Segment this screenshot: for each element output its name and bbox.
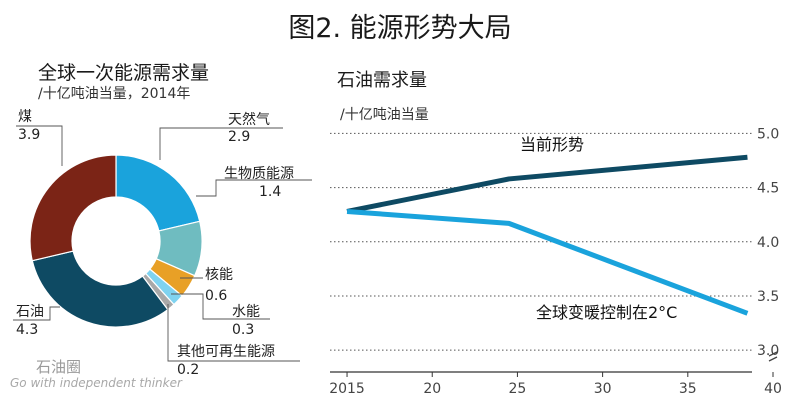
slice-label-hydro: 水能 <box>232 304 260 320</box>
line-chart: 5.0 4.5 4.0 3.5 3.0 2015 20 25 30 35 40 当前形势全球变暖控制在… <box>329 126 782 397</box>
line-chart-y-unit: /十亿吨油当量 <box>340 107 429 123</box>
donut-chart <box>29 154 203 328</box>
leader-line-6 <box>16 125 63 166</box>
leader-line-0 <box>159 127 283 160</box>
leader-line-1 <box>196 179 312 197</box>
watermark-logo-text: 石油圈 <box>36 358 82 376</box>
slice-value-other-renewables: 0.2 <box>177 362 200 378</box>
y-tick-label: 3.5 <box>757 289 779 305</box>
slice-value-biomass: 1.4 <box>259 184 282 200</box>
slice-value-nuclear: 0.6 <box>205 288 228 304</box>
slice-label-oil: 石油 <box>16 304 44 320</box>
series-line-1 <box>346 208 749 316</box>
watermark-tagline: Go with independent thinker <box>10 376 182 390</box>
y-tick-label: 4.5 <box>757 181 779 197</box>
axis-break-icon <box>768 351 778 362</box>
x-tick-label: 30 <box>594 381 612 397</box>
line-chart-title: 石油需求量 <box>337 70 427 91</box>
donut-slice-6 <box>29 154 117 262</box>
slice-label-biomass: 生物质能源 <box>224 166 294 182</box>
x-tick-label: 20 <box>423 381 441 397</box>
y-tick-label: 4.0 <box>757 235 779 251</box>
donut-leader-lines <box>13 125 312 362</box>
leader-line-3 <box>171 293 270 320</box>
slice-label-other-renewables: 其他可再生能源 <box>177 344 275 360</box>
slice-value-hydro: 0.3 <box>232 322 255 338</box>
pie-chart-subtitle: /十亿吨油当量，2014年 <box>38 86 191 102</box>
x-tick-label: 25 <box>509 381 527 397</box>
x-tick-label: 35 <box>679 381 697 397</box>
donut-slice-5 <box>31 250 169 328</box>
pie-chart-title: 全球一次能源需求量 <box>38 62 210 84</box>
slice-label-nuclear: 核能 <box>205 267 233 283</box>
page-title: 图2. 能源形势大局 <box>288 13 512 44</box>
slice-label-natural-gas: 天然气 <box>228 112 270 128</box>
y-tick-label: 3.0 <box>757 343 779 359</box>
leader-line-4 <box>167 304 300 362</box>
series-label-current-trend: 当前形势 <box>520 135 584 154</box>
slice-value-oil: 4.3 <box>16 322 39 338</box>
slice-value-natural-gas: 2.9 <box>228 129 251 145</box>
slice-label-coal: 煤 <box>18 109 32 125</box>
x-tick-label: 40 <box>764 381 782 397</box>
series-label-2c-scenario: 全球变暖控制在2°C <box>536 303 677 322</box>
y-tick-label: 5.0 <box>757 126 779 142</box>
x-tick-label: 2015 <box>329 381 365 397</box>
slice-value-coal: 3.9 <box>18 127 41 143</box>
donut-slice-0 <box>115 154 201 232</box>
leader-line-5 <box>13 306 60 321</box>
series-line-0 <box>346 154 748 214</box>
